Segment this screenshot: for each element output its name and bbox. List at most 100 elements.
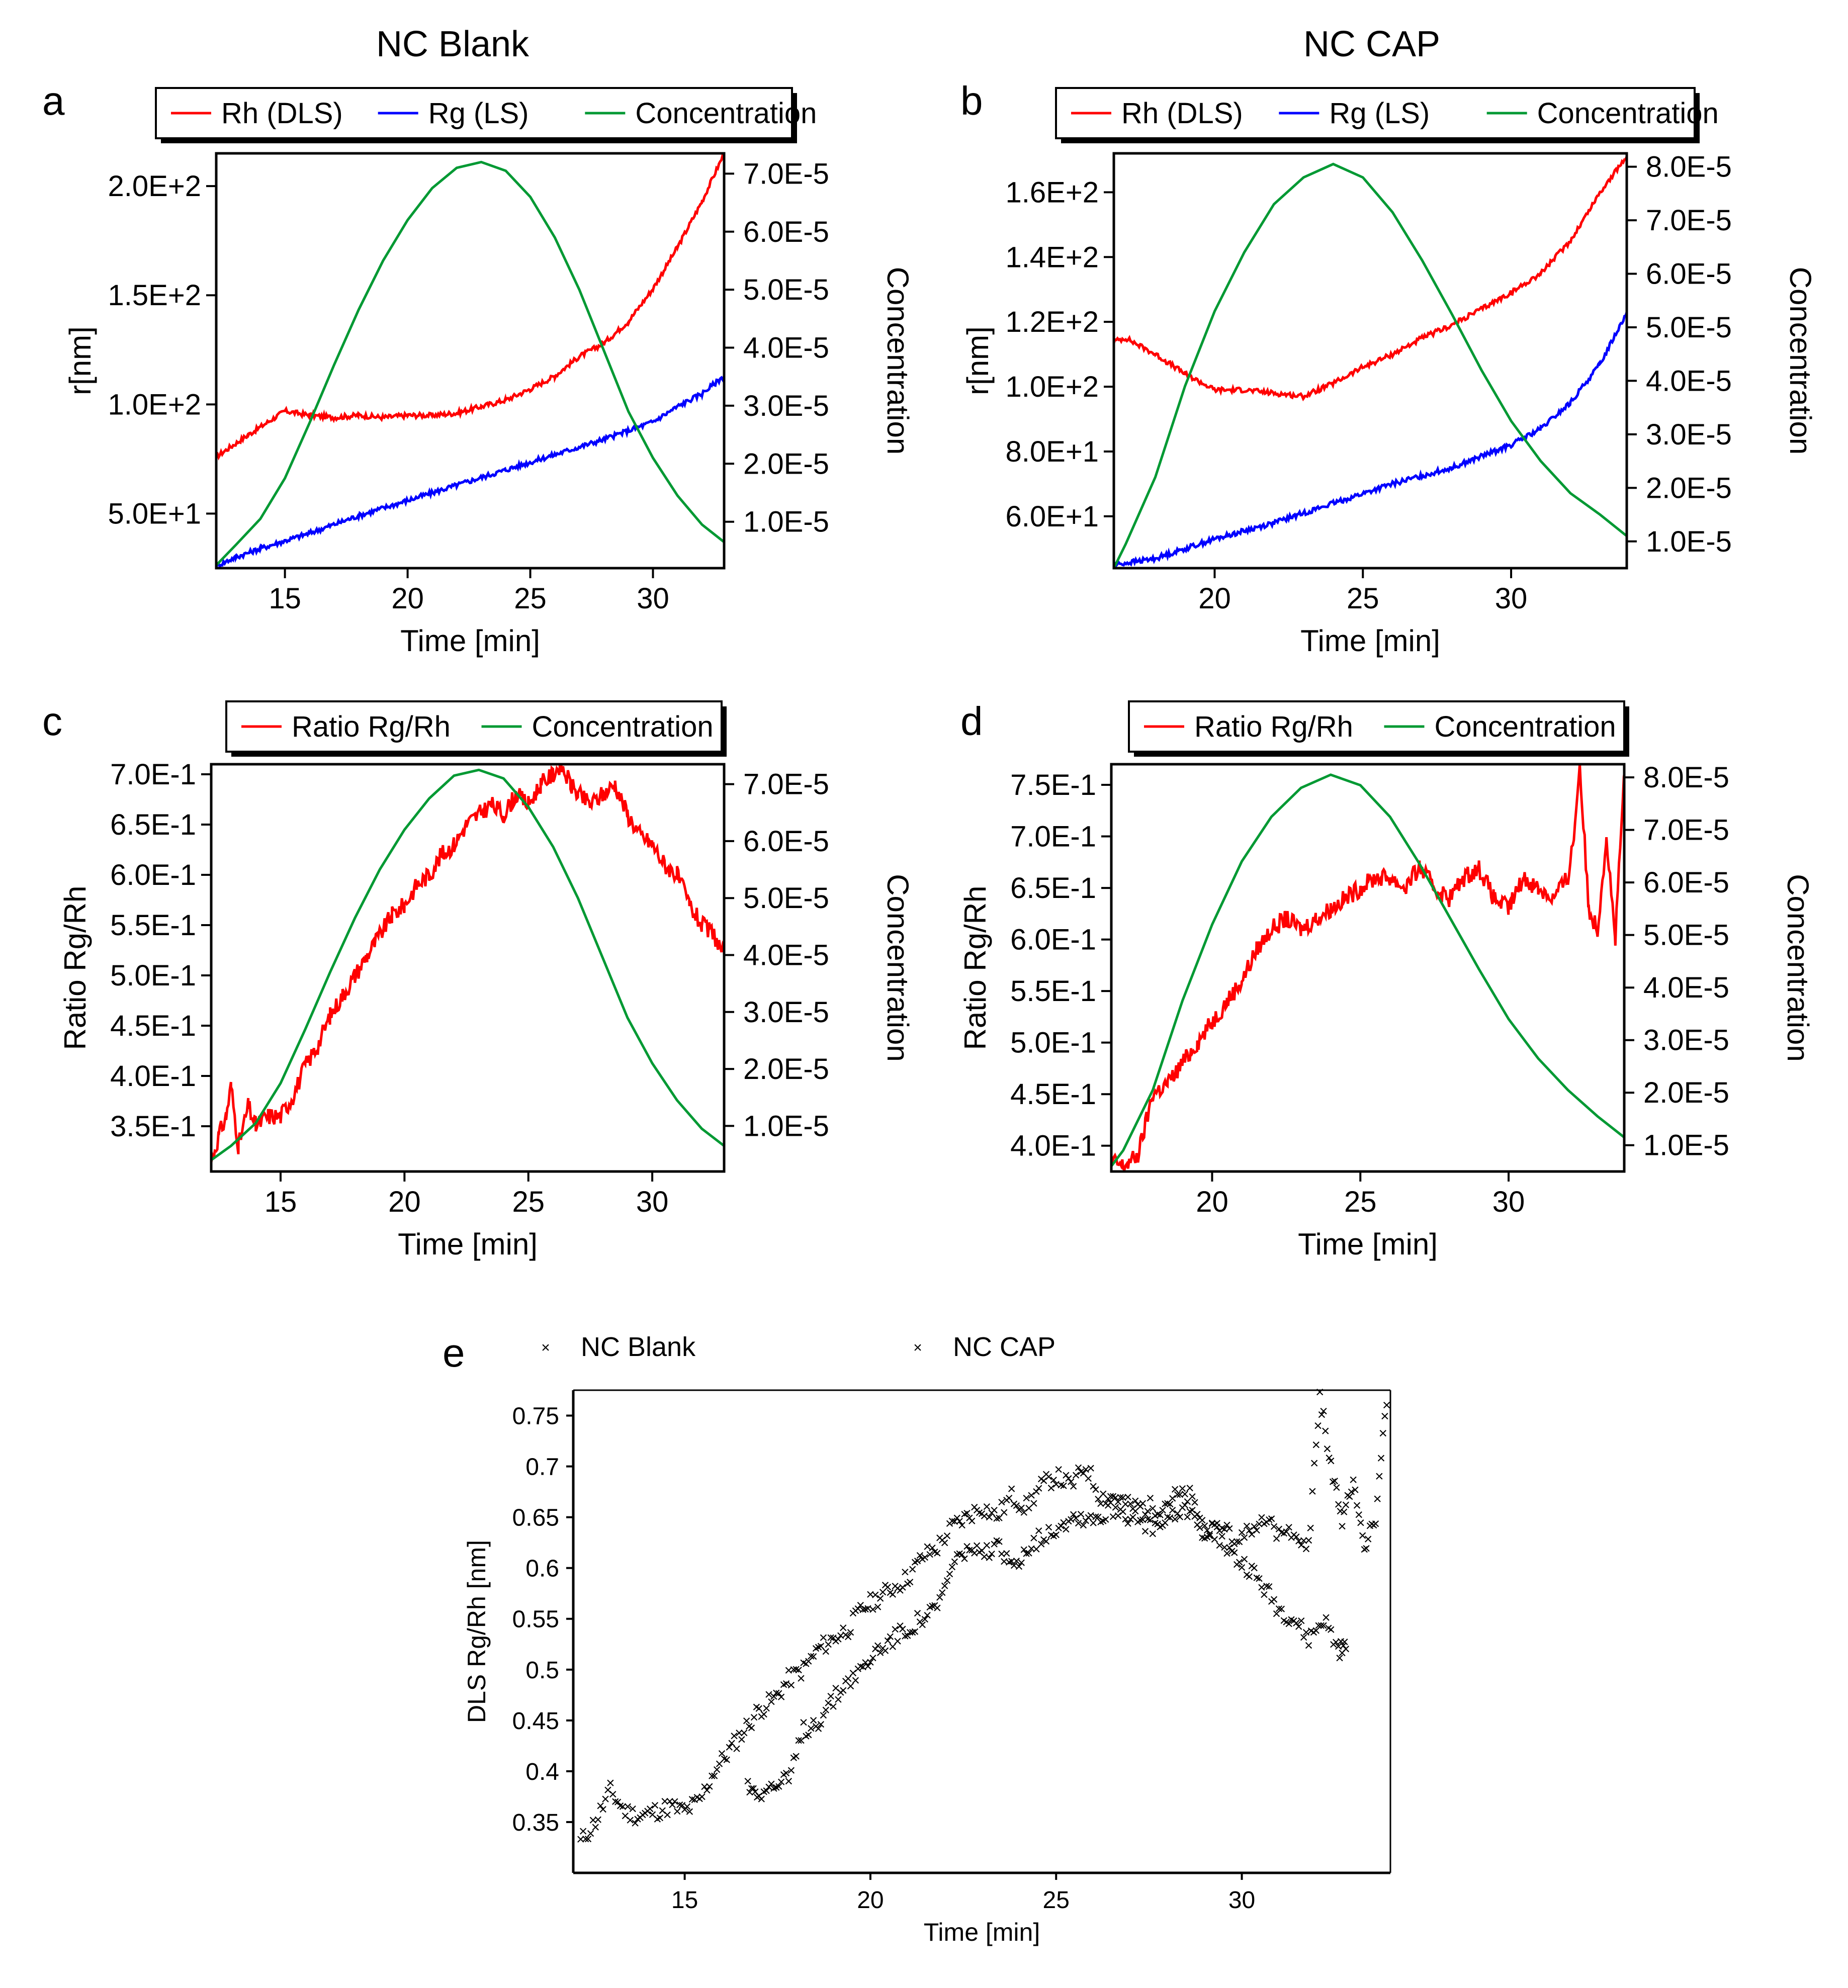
y-tick-label: 0.6 — [525, 1556, 559, 1582]
scatter-point-nc-cap: × — [1304, 1532, 1313, 1549]
scatter-point-nc-blank: × — [727, 1735, 736, 1752]
scatter-point-nc-blank: × — [916, 1548, 925, 1564]
y-tick-label: 8.0E+1 — [1006, 435, 1099, 468]
scatter-point-nc-blank: × — [636, 1810, 645, 1826]
scatter-point-nc-cap: × — [1024, 1545, 1033, 1562]
scatter-point-nc-blank: × — [980, 1508, 989, 1524]
y2-tick-label: 2.0E-5 — [1643, 1076, 1729, 1109]
scatter-point-nc-cap: × — [1007, 1553, 1016, 1570]
scatter-point-nc-blank: × — [952, 1510, 961, 1526]
scatter-point-nc-blank: × — [1250, 1560, 1259, 1577]
scatter-point-nc-blank: × — [1284, 1615, 1293, 1632]
scatter-point-nc-cap: × — [1227, 1533, 1237, 1550]
scatter-point-nc-cap: × — [1325, 1450, 1334, 1467]
scatter-point-nc-blank: × — [643, 1803, 652, 1820]
scatter-point-nc-blank: × — [1195, 1510, 1204, 1526]
panel-letter-a: a — [42, 78, 65, 123]
scatter-point-nc-blank: × — [861, 1601, 870, 1617]
scatter-point-nc-blank: × — [1067, 1474, 1076, 1490]
scatter-point-nc-cap: × — [1111, 1499, 1120, 1516]
scatter-point-nc-cap: × — [916, 1613, 925, 1630]
legend-marker-nc-cap: × — [913, 1339, 922, 1356]
scatter-point-nc-blank: × — [1260, 1586, 1269, 1603]
scatter-point-nc-cap: × — [1213, 1515, 1222, 1531]
scatter-point-nc-cap: × — [1294, 1533, 1303, 1550]
legend-marker-nc-blank: × — [541, 1339, 550, 1356]
scatter-point-nc-cap: × — [1168, 1502, 1177, 1518]
scatter-point-nc-blank: × — [1047, 1480, 1056, 1497]
x-tick-label: 30 — [1492, 1186, 1525, 1218]
scatter-point-nc-cap: × — [1358, 1527, 1367, 1544]
y2-axis-title: Concentration — [881, 267, 915, 455]
scatter-point-nc-blank: × — [846, 1624, 855, 1641]
scatter-point-nc-blank: × — [888, 1586, 897, 1603]
legend-label-nc-cap: NC CAP — [953, 1332, 1055, 1362]
scatter-point-nc-blank: × — [822, 1643, 831, 1660]
scatter-point-nc-blank: × — [1116, 1489, 1125, 1506]
scatter-point-nc-blank: × — [1316, 1617, 1326, 1634]
scatter-point-nc-blank: × — [1299, 1630, 1308, 1646]
scatter-point-nc-blank: × — [957, 1517, 966, 1534]
x-axis-title: Time [min] — [400, 624, 540, 658]
scatter-point-nc-cap: × — [1019, 1542, 1028, 1558]
scatter-point-nc-blank: × — [812, 1641, 821, 1657]
y-axis-title: Ratio Rg/Rh — [958, 886, 992, 1050]
scatter-point-nc-cap: × — [1163, 1509, 1172, 1525]
scatter-point-nc-cap: × — [807, 1721, 816, 1737]
legend-label-ratio-rg-rh: Ratio Rg/Rh — [1194, 710, 1353, 743]
scatter-point-nc-blank: × — [1109, 1488, 1118, 1505]
legend-box — [1128, 700, 1625, 753]
scatter-point-nc-blank: × — [606, 1775, 615, 1791]
scatter-point-nc-cap: × — [1366, 1518, 1375, 1534]
scatter-point-nc-cap: × — [888, 1639, 897, 1655]
scatter-point-nc-cap: × — [1338, 1518, 1347, 1534]
scatter-point-nc-cap: × — [1101, 1511, 1110, 1528]
scatter-point-nc-blank: × — [683, 1798, 692, 1815]
scatter-point-nc-cap: × — [836, 1684, 845, 1701]
scatter-point-nc-blank: × — [1304, 1638, 1313, 1654]
scatter-point-nc-cap: × — [1279, 1525, 1288, 1542]
y2-tick-label: 2.0E-5 — [1646, 472, 1732, 504]
scatter-point-nc-cap: × — [1166, 1509, 1175, 1526]
scatter-point-nc-cap: × — [829, 1698, 838, 1715]
x-tick-label: 25 — [514, 582, 547, 615]
scatter-point-nc-blank: × — [1245, 1569, 1254, 1585]
scatter-point-nc-blank: × — [1086, 1460, 1095, 1477]
y2-axis-title: Concentration — [881, 874, 915, 1062]
scatter-point-nc-blank: × — [1217, 1528, 1226, 1545]
y-tick-label: 0.55 — [512, 1606, 559, 1633]
scatter-point-nc-blank: × — [992, 1510, 1001, 1527]
scatter-point-nc-cap: × — [1380, 1408, 1389, 1424]
scatter-point-nc-cap: × — [1131, 1503, 1140, 1520]
scatter-point-nc-blank: × — [688, 1791, 697, 1808]
scatter-point-nc-cap: × — [789, 1750, 798, 1766]
scatter-point-nc-blank: × — [1319, 1617, 1328, 1634]
scatter-point-nc-blank: × — [1252, 1570, 1261, 1586]
scatter-point-nc-cap: × — [1277, 1524, 1286, 1541]
scatter-point-nc-cap: × — [940, 1578, 949, 1594]
scatter-point-nc-blank: × — [1190, 1494, 1199, 1511]
plot-frame — [215, 152, 726, 570]
scatter-point-nc-blank: × — [759, 1706, 768, 1723]
scatter-point-nc-cap: × — [1029, 1530, 1038, 1547]
y2-tick-label: 1.0E-5 — [743, 1110, 829, 1142]
scatter-point-nc-cap: × — [1178, 1499, 1187, 1516]
scatter-point-nc-cap: × — [1042, 1533, 1051, 1550]
scatter-point-nc-blank: × — [1123, 1489, 1132, 1505]
scatter-point-nc-blank: × — [973, 1502, 982, 1519]
scatter-point-nc-cap: × — [965, 1542, 974, 1559]
scatter-point-nc-blank: × — [836, 1628, 845, 1644]
scatter-point-nc-cap: × — [861, 1655, 870, 1671]
scatter-point-nc-blank: × — [692, 1789, 701, 1805]
scatter-point-nc-blank: × — [1309, 1624, 1318, 1641]
scatter-point-nc-cap: × — [1000, 1554, 1009, 1570]
scatter-point-nc-cap: × — [1321, 1423, 1330, 1439]
scatter-point-nc-blank: × — [789, 1661, 798, 1678]
x-tick-label: 20 — [857, 1887, 884, 1914]
y-axis-title: r[nm] — [961, 326, 995, 395]
scatter-point-nc-blank: × — [1049, 1472, 1059, 1489]
scatter-point-nc-cap: × — [1059, 1514, 1068, 1531]
scatter-point-nc-blank: × — [923, 1539, 932, 1555]
scatter-point-nc-cap: × — [1243, 1518, 1252, 1534]
scatter-point-nc-blank: × — [1208, 1515, 1217, 1531]
